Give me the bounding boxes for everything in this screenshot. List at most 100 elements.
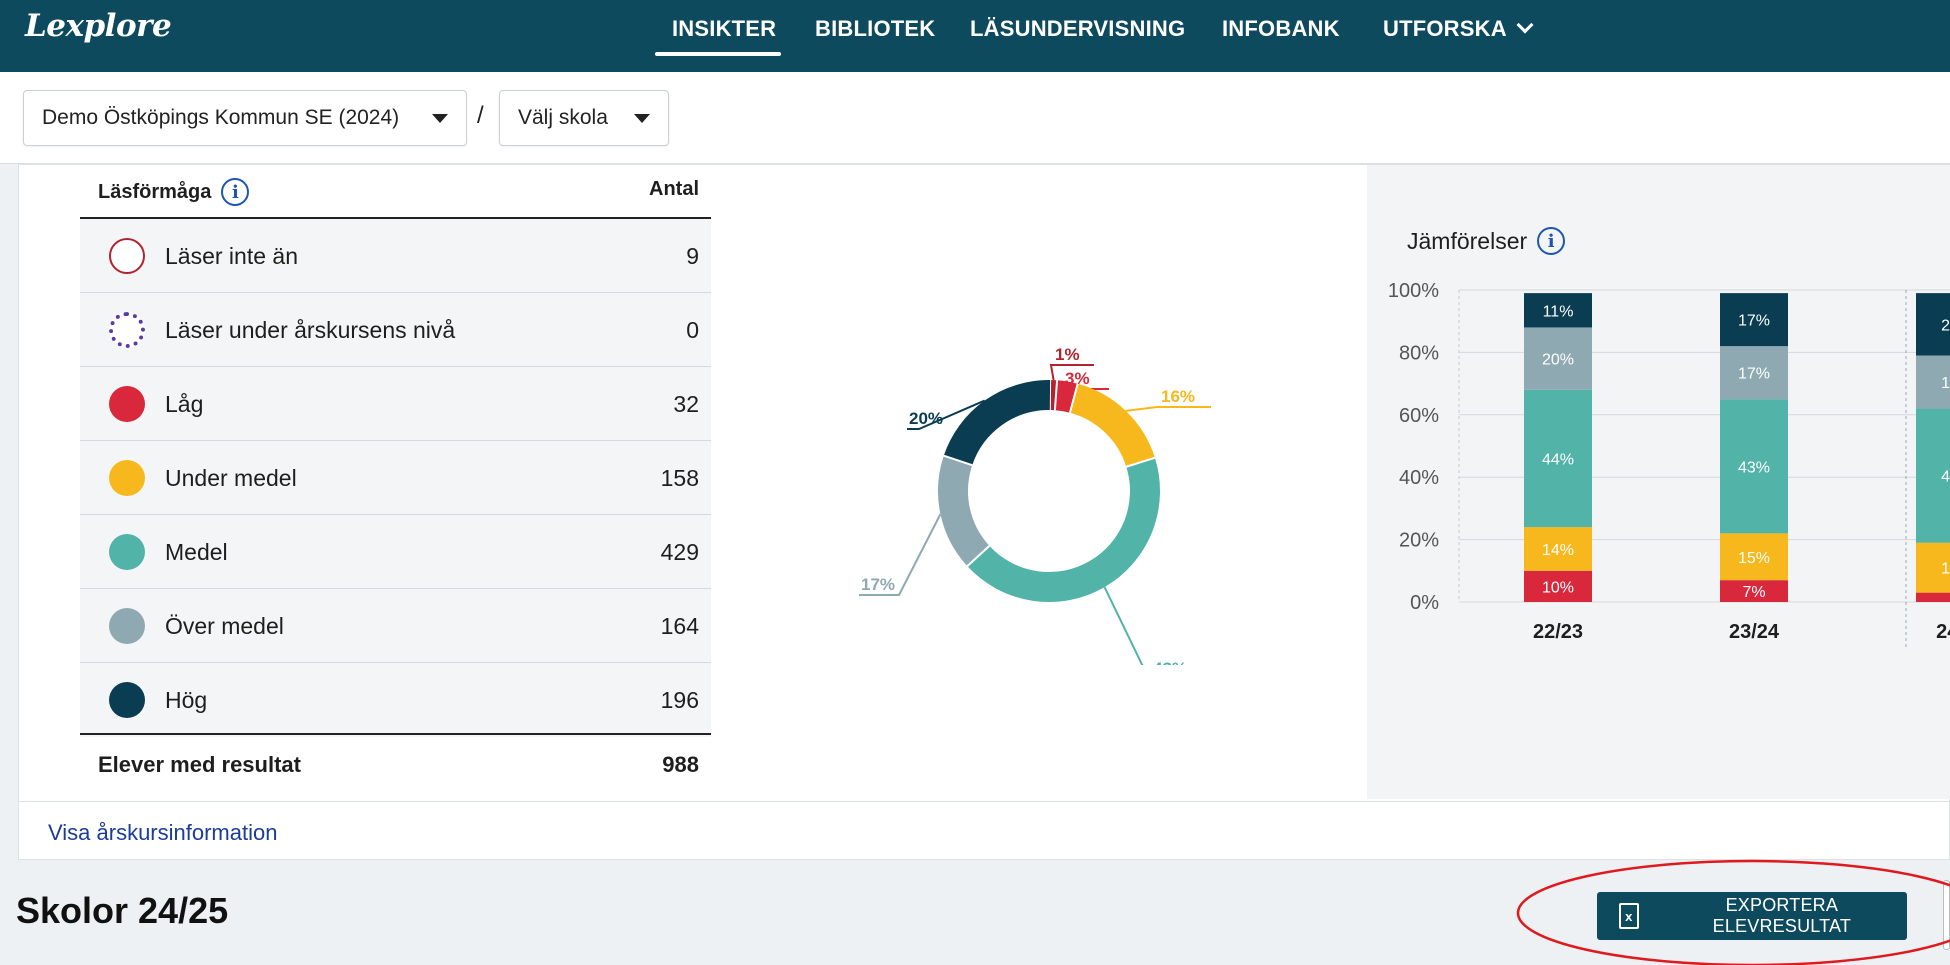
bar-segment: [1916, 293, 1950, 356]
table-row: Medel 429: [80, 515, 711, 589]
nav-insikter[interactable]: INSIKTER: [672, 16, 777, 41]
row-label: Låg: [165, 391, 204, 417]
bar-segment-label: 10%: [1542, 579, 1574, 596]
below-grade-dashed-ring-icon: [109, 312, 145, 348]
school-select[interactable]: Välj skola: [499, 90, 669, 146]
donut-slice: [967, 457, 1160, 602]
row-label: Läser under årskursens nivå: [165, 317, 456, 343]
active-tab-indicator: [655, 52, 781, 56]
donut-separator: [966, 545, 991, 567]
row-count: 9: [686, 243, 699, 269]
bar-segment: [1720, 293, 1788, 347]
bar-segment-label: 43%: [1738, 459, 1770, 476]
bar-segment: [1524, 389, 1592, 528]
donut-leader-line: [1058, 380, 1109, 390]
y-tick-label: 0%: [1410, 592, 1439, 614]
total-row: Elever med resultat 988: [80, 733, 711, 793]
bar-segment: [1720, 346, 1788, 400]
bar-segment: [1720, 580, 1788, 602]
donut-slice: [938, 455, 990, 567]
info-icon[interactable]: i: [221, 178, 250, 206]
bar-segment-label: 17: [1941, 375, 1950, 392]
donut-data-label: 1%: [1055, 345, 1080, 364]
municipality-select[interactable]: Demo Östköpings Kommun SE (2024): [23, 90, 467, 146]
bar-segment: [1916, 355, 1950, 409]
nav-utforska[interactable]: UTFORSKA: [1383, 16, 1534, 42]
count-header: Antal: [649, 178, 699, 200]
scrollbar-handle[interactable]: [1943, 880, 1950, 950]
bar-segment: [1524, 327, 1592, 390]
x-tick-label: 23/24: [1729, 621, 1780, 643]
donut-data-label: 3%: [1065, 369, 1090, 388]
row-label: Över medel: [165, 613, 284, 639]
above-average-color-dot-icon: [109, 608, 145, 644]
results-card: Läsförmåga i Antal Läser inte än 9 Läser…: [18, 164, 1950, 860]
donut-data-label: 43%: [1153, 659, 1187, 665]
municipality-select-value: Demo Östköpings Kommun SE (2024): [42, 106, 400, 129]
bar-segment-label: 17%: [1738, 313, 1770, 330]
bar-segment-label: 7%: [1742, 584, 1765, 601]
donut-data-label: 17%: [861, 575, 895, 594]
row-count: 429: [660, 539, 699, 565]
grade-info-footer: Visa årskursinformation: [19, 801, 1949, 859]
show-grade-info-link[interactable]: Visa årskursinformation: [48, 820, 278, 845]
schools-section-title: Skolor 24/25: [16, 890, 229, 931]
bar-segment-label: 16: [1941, 561, 1950, 578]
donut-leader-line: [907, 399, 986, 430]
row-label: Medel: [165, 539, 228, 565]
comparisons-panel: Jämförelser i 0% 20% 40% 60% 80% 100% 10% 14% 44…: [1367, 165, 1950, 799]
donut-leader-line: [859, 513, 942, 596]
export-button-label: EXPORTERA ELEVRESULTAT: [1712, 895, 1852, 936]
bar-segment: [1916, 592, 1950, 602]
bar-segment: [1524, 527, 1592, 571]
table-row: Hög 196: [80, 663, 711, 737]
donut-leader-line: [1103, 586, 1144, 665]
row-label: Hög: [165, 687, 208, 713]
donut-separator: [1053, 380, 1059, 411]
table-row: Läser inte än 9: [80, 219, 711, 293]
table-row: Läser under årskursens nivå 0: [80, 293, 711, 367]
bar-segment-label: 17%: [1738, 366, 1770, 383]
school-select-value: Välj skola: [518, 106, 608, 129]
lexplore-logo[interactable]: Lexplore: [25, 8, 172, 44]
donut-separator: [1125, 456, 1156, 468]
x-tick-label: 22/23: [1533, 621, 1583, 643]
row-count: 164: [660, 613, 699, 639]
nav-infobank[interactable]: INFOBANK: [1222, 16, 1340, 41]
y-tick-label: 20%: [1399, 530, 1439, 552]
y-tick-label: 100%: [1388, 280, 1439, 302]
donut-data-label: 20%: [909, 409, 943, 428]
row-count: 196: [660, 687, 699, 713]
comparisons-stacked-bar-chart: 0% 20% 40% 60% 80% 100% 10% 14% 44% 20% 11% 22/23 7%…: [1388, 280, 1950, 647]
comparisons-title-label: Jämförelser: [1407, 227, 1528, 254]
y-tick-label: 80%: [1399, 342, 1439, 364]
table-row: Under medel 158: [80, 441, 711, 515]
bar-segment-label: 20: [1941, 317, 1950, 334]
chevron-down-icon: [1516, 16, 1534, 34]
not-reading-ring-icon: [109, 238, 145, 274]
reading-ability-header-label: Läsförmåga: [98, 180, 212, 203]
reading-ability-header: Läsförmåga i: [98, 178, 250, 206]
bar-segment-label: 14%: [1542, 542, 1574, 559]
info-icon[interactable]: i: [1537, 227, 1566, 255]
y-tick-label: 60%: [1399, 405, 1439, 427]
export-student-results-button[interactable]: x EXPORTERA ELEVRESULTAT: [1597, 892, 1907, 940]
filter-bar: Demo Östköpings Kommun SE (2024) Välj sk…: [0, 72, 1950, 164]
nav-bibliotek[interactable]: BIBLIOTEK: [815, 16, 936, 41]
donut-slice: [1069, 383, 1155, 468]
bar-segment-label: 11%: [1543, 303, 1574, 320]
row-count: 0: [686, 317, 699, 343]
bar-segment-label: 15%: [1738, 550, 1770, 567]
top-navigation-bar: Lexplore INSIKTER BIBLIOTEK LÄSUNDERVISN…: [0, 0, 1950, 72]
high-color-dot-icon: [109, 682, 145, 718]
nav-lasundervisning[interactable]: LÄSUNDERVISNING: [970, 16, 1186, 41]
excel-file-icon: x: [1619, 903, 1639, 929]
bar-segment-label: 44%: [1542, 451, 1574, 468]
bar-segment: [1524, 570, 1592, 602]
bar-segment-label: 20%: [1542, 352, 1574, 369]
breadcrumb-separator: /: [477, 102, 484, 129]
bar-segment: [1916, 408, 1950, 543]
donut-data-label: 16%: [1161, 387, 1195, 406]
caret-down-icon: [432, 113, 448, 123]
donut-slice: [1054, 380, 1078, 413]
